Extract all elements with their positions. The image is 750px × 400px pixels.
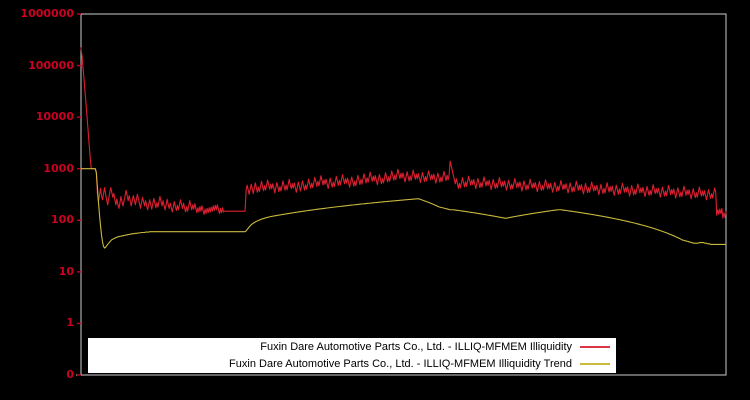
y-tick-label: 0: [66, 368, 74, 381]
y-tick-label: 10: [58, 264, 74, 278]
y-axis-ticks: [77, 13, 81, 376]
plot-border: [76, 13, 727, 376]
legend-swatch-illiquidity: [580, 345, 610, 348]
y-tick-label: 1: [66, 316, 74, 330]
y-axis-tick-labels: 1000000 100000 10000 1000 100 10 1 0: [0, 0, 74, 400]
legend-entry-illiquidity: Fuxin Dare Automotive Parts Co., Ltd. - …: [88, 338, 616, 355]
y-tick-label: 1000: [43, 161, 74, 175]
legend-entry-illiquidity-trend: Fuxin Dare Automotive Parts Co., Ltd. - …: [88, 355, 616, 372]
legend-swatch-illiquidity-trend: [580, 362, 610, 365]
legend-label-illiquidity: Fuxin Dare Automotive Parts Co., Ltd. - …: [260, 340, 572, 353]
legend-label-illiquidity-trend: Fuxin Dare Automotive Parts Co., Ltd. - …: [229, 357, 572, 370]
axis-frame: [76, 13, 727, 376]
y-tick-label: 10000: [35, 110, 74, 124]
chart-legend: Fuxin Dare Automotive Parts Co., Ltd. - …: [88, 338, 616, 373]
y-tick-label: 100: [51, 213, 74, 227]
series-line-illiquidity-trend: [80, 168, 727, 249]
y-tick-label: 1000000: [20, 7, 74, 20]
y-tick-label: 100000: [28, 58, 74, 72]
data-series-group: [80, 47, 727, 249]
series-line-illiquidity: [80, 47, 727, 219]
